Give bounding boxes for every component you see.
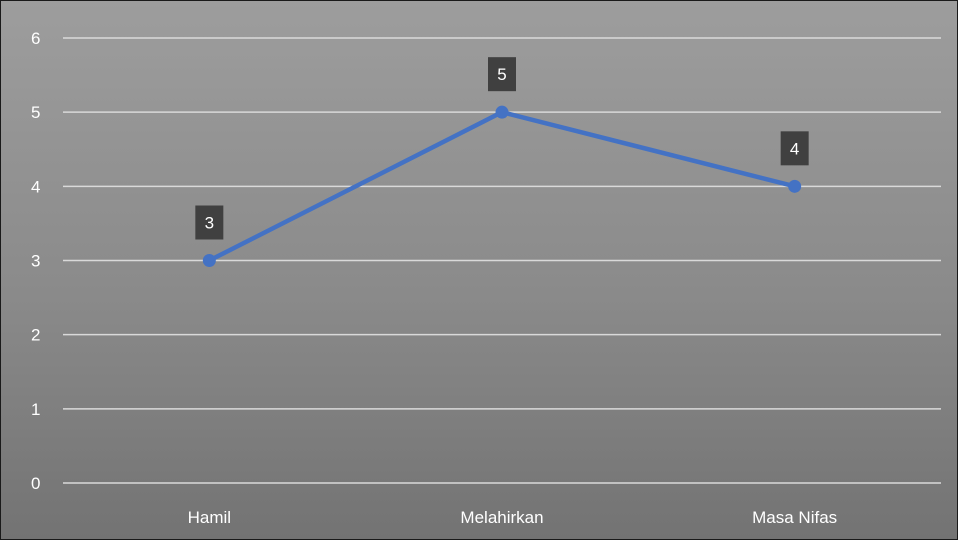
data-labels: 3 5 4 bbox=[195, 57, 809, 240]
y-tick-label: 3 bbox=[31, 252, 40, 271]
x-category-label: Melahirkan bbox=[460, 508, 543, 527]
data-label: 3 bbox=[195, 205, 224, 240]
data-label: 4 bbox=[780, 131, 809, 166]
data-label: 5 bbox=[488, 57, 516, 92]
gridlines bbox=[63, 37, 941, 484]
data-point bbox=[788, 179, 802, 193]
x-category-label: Masa Nifas bbox=[752, 508, 837, 527]
series bbox=[202, 105, 802, 267]
y-tick-label: 0 bbox=[31, 474, 40, 493]
y-tick-label: 1 bbox=[31, 400, 40, 419]
data-label-box bbox=[780, 131, 809, 166]
data-label-value: 3 bbox=[205, 214, 214, 233]
y-tick-label: 5 bbox=[31, 103, 40, 122]
data-point bbox=[202, 254, 216, 267]
x-category-label: Hamil bbox=[188, 508, 231, 527]
y-axis-ticks: 0 1 2 3 4 5 6 bbox=[31, 29, 40, 493]
data-label-value: 5 bbox=[497, 65, 506, 84]
data-label-value: 4 bbox=[790, 139, 799, 158]
y-tick-label: 4 bbox=[31, 177, 40, 196]
data-label-box bbox=[488, 57, 516, 92]
data-point bbox=[495, 105, 509, 119]
y-tick-label: 6 bbox=[31, 29, 40, 48]
y-tick-label: 2 bbox=[31, 326, 40, 345]
data-label-box bbox=[195, 205, 224, 240]
x-axis-categories: Hamil Melahirkan Masa Nifas bbox=[188, 508, 838, 527]
